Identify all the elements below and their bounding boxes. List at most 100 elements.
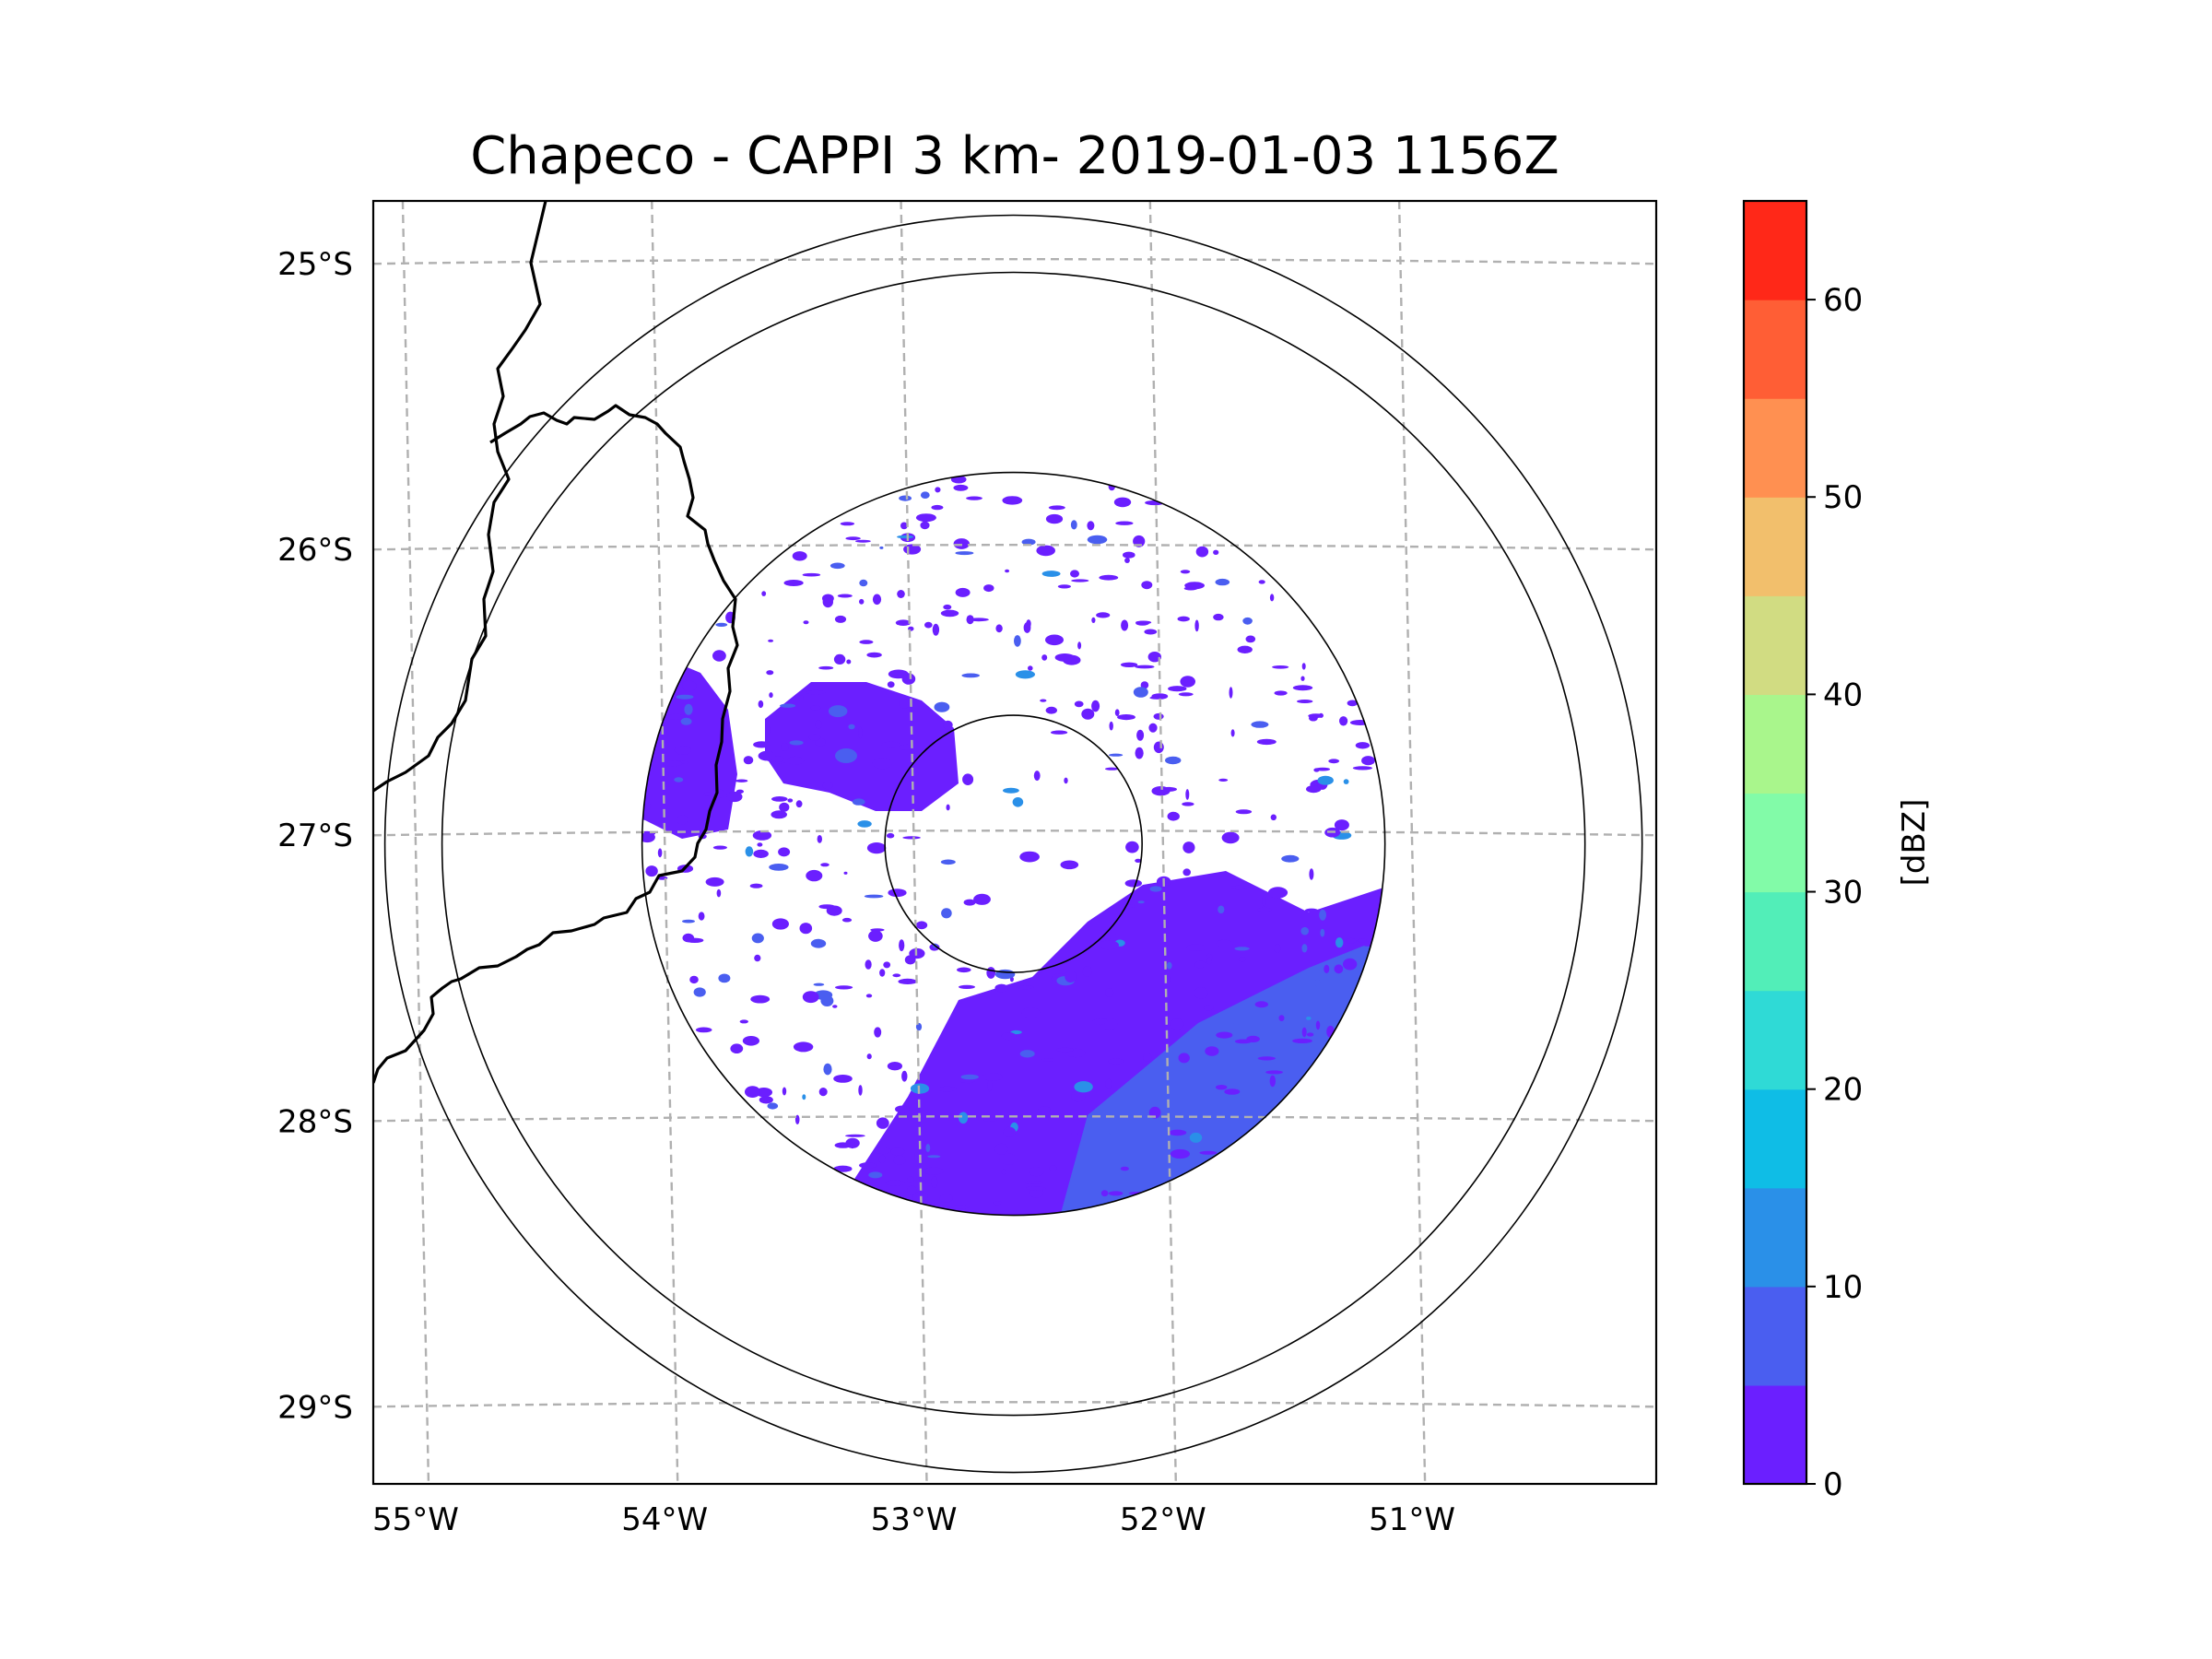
echo-cell bbox=[966, 496, 982, 500]
echo-cell bbox=[771, 810, 787, 819]
colorbar-tick-label: 0 bbox=[1823, 1466, 1843, 1503]
echo-cell bbox=[794, 1114, 800, 1125]
echo-cell bbox=[698, 912, 705, 921]
echo-cell bbox=[1257, 907, 1272, 912]
echo-cell bbox=[994, 983, 1008, 993]
echo-cell bbox=[927, 1155, 941, 1159]
echo-cell bbox=[1186, 944, 1206, 951]
latitude-tick-labels: 25°S 26°S 27°S 28°S 29°S bbox=[277, 246, 353, 1426]
echo-cell bbox=[1054, 653, 1076, 662]
echo-cell bbox=[750, 994, 771, 1004]
echo-cell bbox=[866, 842, 887, 854]
echo-cell bbox=[1071, 1090, 1086, 1102]
meridian-line bbox=[651, 201, 679, 1484]
echo-cell bbox=[666, 713, 686, 720]
parallel-line bbox=[373, 1115, 1656, 1123]
echo-cell bbox=[898, 978, 917, 984]
graticule bbox=[373, 201, 1656, 1484]
colorbar-bin bbox=[1744, 694, 1806, 794]
echo-cell bbox=[1314, 979, 1321, 988]
echo-cell bbox=[1060, 860, 1079, 870]
echo-cell bbox=[1300, 926, 1309, 935]
meridian-line bbox=[1148, 201, 1178, 1484]
echo-cell bbox=[1099, 940, 1120, 950]
echo-cell bbox=[641, 831, 655, 843]
echo-cell bbox=[1195, 546, 1209, 558]
echo-cell bbox=[833, 653, 846, 665]
echo-cell bbox=[1124, 879, 1143, 888]
echo-cell bbox=[1026, 1186, 1046, 1191]
echo-cell bbox=[906, 1176, 914, 1183]
echo-cell bbox=[931, 504, 944, 511]
echo-cell bbox=[1153, 741, 1164, 754]
echo-cell bbox=[1135, 620, 1152, 625]
echo-cell bbox=[1147, 652, 1162, 663]
echo-cell bbox=[769, 864, 789, 871]
echo-cell bbox=[1194, 960, 1206, 969]
echo-cell bbox=[890, 1147, 905, 1156]
echo-cell bbox=[951, 1205, 970, 1209]
echo-cell bbox=[1308, 713, 1324, 719]
map-background bbox=[373, 201, 1656, 1484]
echo-cell bbox=[1140, 681, 1149, 689]
echo-cell bbox=[865, 959, 872, 970]
echo-cell bbox=[897, 535, 914, 539]
echo-cell bbox=[1215, 578, 1230, 586]
echo-cell bbox=[1274, 690, 1288, 696]
echo-cell bbox=[883, 961, 891, 969]
colorbar-label: [dBZ] bbox=[1896, 799, 1933, 887]
echo-cell bbox=[1029, 1167, 1044, 1177]
echo-cell bbox=[868, 930, 883, 942]
echo-cell bbox=[1306, 785, 1322, 794]
echo-cell bbox=[641, 801, 652, 810]
lon-tick-label: 52°W bbox=[1120, 1501, 1206, 1538]
echo-cell bbox=[850, 1139, 855, 1149]
echo-cell bbox=[1108, 1191, 1124, 1196]
echo-cell bbox=[1234, 1039, 1253, 1044]
echo-cell bbox=[1045, 513, 1064, 524]
colorbar-tick-label: 60 bbox=[1823, 282, 1863, 319]
echo-cell bbox=[875, 1147, 891, 1155]
echo-cell bbox=[787, 756, 805, 765]
echo-cell bbox=[855, 539, 871, 543]
echo-cell bbox=[915, 921, 928, 930]
echo-cell bbox=[808, 734, 821, 741]
echo-cell bbox=[780, 703, 796, 708]
echo-cell bbox=[1306, 1032, 1314, 1037]
echo-cell bbox=[1216, 1031, 1233, 1039]
echo-cell bbox=[1051, 730, 1068, 735]
echo-cell bbox=[892, 973, 901, 978]
echo-cell bbox=[1184, 582, 1205, 590]
colorbar-bin bbox=[1744, 595, 1806, 695]
echo-cell bbox=[758, 750, 776, 761]
echo-cell bbox=[935, 487, 941, 493]
echo-cell bbox=[940, 609, 959, 618]
echo-cell bbox=[983, 584, 994, 593]
echo-cell bbox=[1347, 700, 1359, 707]
echo-cell bbox=[1081, 708, 1095, 720]
echo-cell bbox=[879, 546, 884, 549]
echo-cell bbox=[994, 1143, 1008, 1155]
echo-cell bbox=[864, 894, 884, 899]
echo-cell bbox=[695, 1027, 712, 1033]
echo-cell bbox=[739, 1019, 748, 1024]
map-frame bbox=[371, 199, 1658, 1486]
echo-cell bbox=[1120, 662, 1138, 667]
echo-cell bbox=[705, 877, 724, 887]
echo-cell bbox=[1048, 505, 1065, 511]
echo-cell bbox=[1148, 723, 1158, 733]
colorbar-bin bbox=[1744, 398, 1806, 498]
echo-cell bbox=[1167, 811, 1180, 821]
echo-cell bbox=[925, 1144, 931, 1152]
echo-cell bbox=[1120, 1166, 1129, 1171]
echo-cell bbox=[749, 883, 763, 888]
echo-cell bbox=[1123, 551, 1135, 559]
echo-cell bbox=[1040, 699, 1047, 702]
colorbar-ticks: 0 10 20 30 40 50 60 bbox=[1806, 282, 1863, 1503]
echo-cell bbox=[759, 1096, 773, 1104]
echo-cell bbox=[680, 717, 692, 725]
echo-cell bbox=[1205, 1046, 1219, 1056]
echo-cell bbox=[712, 650, 726, 662]
echo-cell bbox=[1221, 831, 1240, 844]
echo-cell bbox=[1108, 1127, 1119, 1135]
